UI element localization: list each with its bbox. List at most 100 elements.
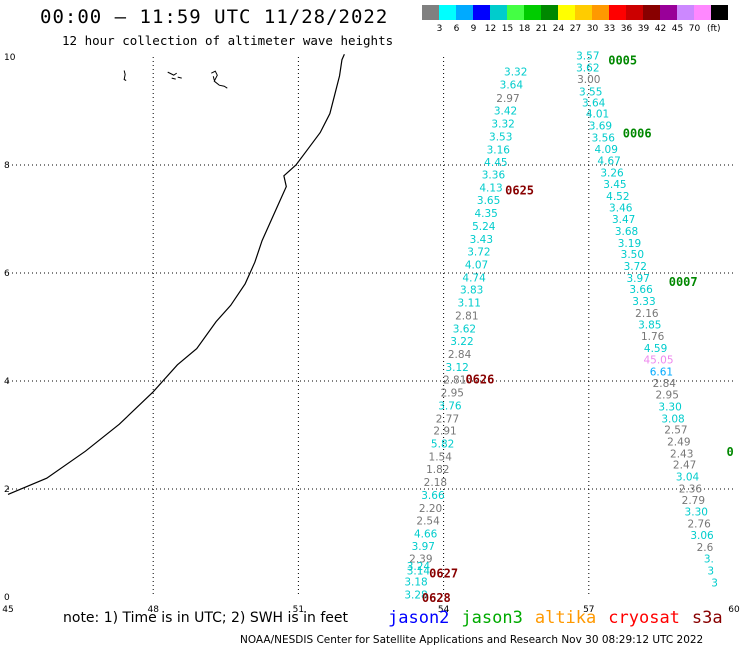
island-outline [167,71,182,80]
wave-height-value: 4.74 [462,272,486,284]
pass-time-label: 0627 [429,567,458,581]
pass-time-label: 0628 [422,591,451,605]
wave-height-value: 3.33 [632,296,655,308]
wave-height-value: 1.54 [429,452,453,464]
lon-tick-label: 51 [293,605,304,615]
island-outline [211,70,228,89]
lat-tick-label: 0 [4,593,10,603]
lat-tick-label: 6 [4,269,10,279]
wave-height-value: 4.66 [414,528,438,540]
wave-height-value: 3.12 [445,362,468,374]
wave-height-value: 3.57 [576,50,599,62]
wave-height-value: 3.72 [624,261,647,273]
wave-height-value: 3.22 [450,336,473,348]
legend-label: 6 [453,24,460,34]
wave-height-value: 3.04 [676,472,700,484]
wave-height-value: 3.36 [482,170,506,182]
wave-height-value: 3.11 [458,298,481,310]
wave-height-value: 4.35 [474,208,497,220]
wave-height-value: 3.97 [412,541,435,553]
wave-height-value: 3.66 [421,490,445,502]
lat-tick-label: 8 [4,161,10,171]
legend-label: 30 [586,24,599,34]
wave-height-value: 3.97 [626,273,649,285]
wave-height-value: 3.42 [494,105,517,117]
lon-tick-label: 57 [583,605,594,615]
credit-line: NOAA/NESDIS Center for Satellite Applica… [240,634,704,646]
page-subtitle: 12 hour collection of altimeter wave hei… [62,33,394,48]
legend-swatch [711,5,728,20]
wave-height-value: 2.43 [670,448,693,460]
wave-height-value: 3.55 [579,87,602,99]
legend-label: 21 [535,24,548,34]
legend-swatch [575,5,592,20]
wave-height-value: 3.06 [690,530,714,542]
legend-label: 12 [484,24,497,34]
wave-height-value: 3.62 [453,324,476,336]
wave-height-value: 1.76 [641,331,665,343]
wave-height-value: 3.83 [460,285,483,297]
legend-label: 70 [688,24,701,34]
satellite-altika: altika [534,608,597,628]
lon-tick-label: 45 [2,605,13,615]
wave-height-value: 3.00 [577,74,600,86]
wave-height-value: 3.64 [582,97,606,109]
lat-tick-label: 10 [4,53,16,63]
legend-swatch [592,5,609,20]
wave-height-value: 2.76 [687,519,711,531]
wave-height-value: 2.95 [656,390,679,402]
wave-height-value: 2.81 [443,374,466,386]
legend-swatch [626,5,643,20]
wave-height-value: 4.09 [595,144,618,156]
legend-label: 9 [470,24,477,34]
wave-height-value: 2.39 [409,554,432,566]
legend-swatch [609,5,626,20]
wave-height-value: 3.72 [467,246,490,258]
wave-height-value: 3.32 [504,67,527,79]
wave-height-value: 2.54 [416,515,440,527]
wave-height-value: 2.95 [441,387,464,399]
wave-height-value: 4.07 [465,259,488,271]
wave-height-value: 3.26 [600,168,624,180]
wave-height-value: 3.76 [438,400,462,412]
lon-tick-label: 60 [728,605,740,615]
legend-swatch [422,5,439,20]
wave-height-value: 5.24 [472,221,496,233]
satellite-cryosat: cryosat [608,608,680,628]
wave-height-value: 4.52 [606,191,629,203]
island-outline [123,70,127,81]
wave-height-value: 2.79 [682,495,705,507]
legend-swatch [694,5,711,20]
wave-height-value: 3.47 [612,214,635,226]
wave-height-value: 3.16 [487,144,511,156]
pass-time-label: 0625 [505,183,534,197]
wave-height-value: 3.14 [407,566,431,578]
wave-height-value: 3.43 [470,234,493,246]
wave-height-value: 3.46 [609,203,633,215]
wave-height-value: 2.57 [664,425,687,437]
satellite-s3a: s3a [691,608,723,628]
wave-height-value: 3 [711,577,718,589]
legend-label: 42 [654,24,667,34]
wave-height-value: 3. [704,554,714,566]
wave-height-value: 2.36 [679,483,703,495]
wave-height-value: 3.28 [404,589,427,601]
wave-height-value: 3.66 [629,284,653,296]
legend-swatch [677,5,694,20]
pass-time-label: 0005 [608,54,637,68]
legend-swatch [558,5,575,20]
wave-height-value: 3.53 [489,131,512,143]
wave-height-value: 2.97 [496,93,519,105]
wave-height-value: 4.59 [644,343,667,355]
lon-tick-label: 48 [147,605,159,615]
wave-height-value: 3.32 [491,118,514,130]
legend-swatch [524,5,541,20]
legend-label: 45 [671,24,684,34]
legend-swatch [490,5,507,20]
wave-height-value: 2.47 [673,460,696,472]
pass-time-label: 0626 [465,372,494,386]
pass-time-label: 0007 [669,275,698,289]
wave-height-value: 1.82 [426,464,449,476]
pass-time-label: 0 [727,445,734,459]
legend-swatch [439,5,456,20]
